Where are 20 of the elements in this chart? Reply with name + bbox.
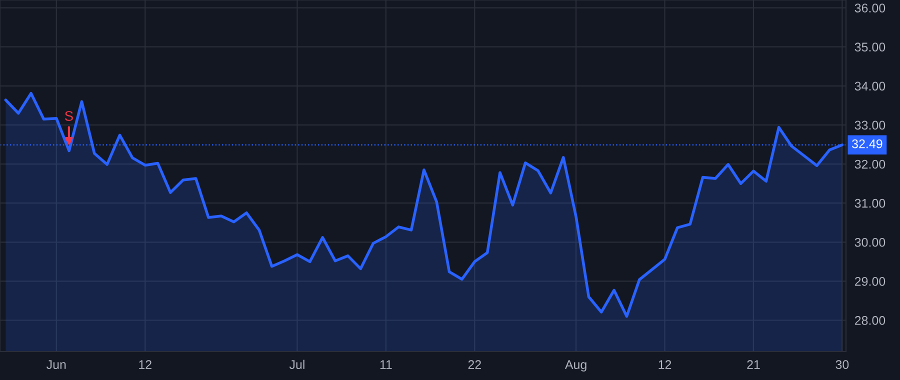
x-tick-label: Jul [289,360,304,370]
y-tick-label: 36.00 [854,4,886,12]
y-tick-label: 35.00 [854,42,886,52]
y-tick-label: 32.00 [854,160,886,169]
x-tick-label: Aug [564,360,586,372]
x-tick-label: Jun [46,360,66,370]
y-tick-label: 29.00 [854,277,886,286]
y-tick-label: 30.00 [854,238,886,247]
y-tick-label: 28.00 [854,316,886,325]
x-tick-label: 12 [139,360,152,369]
x-tick-label: 21 [747,360,760,369]
annotation: S [64,111,73,121]
y-tick-label: 33.00 [854,120,886,130]
y-tick-label: 34.00 [854,82,886,91]
x-tick-label: 30 [836,360,849,370]
y-tick-label: 31.00 [854,198,886,208]
x-tick-label: 22 [468,360,481,369]
x-tick-label: 12 [658,360,672,369]
x-tick-label: 11 [380,360,392,369]
ref-line-label: 32.49 [852,139,882,148]
